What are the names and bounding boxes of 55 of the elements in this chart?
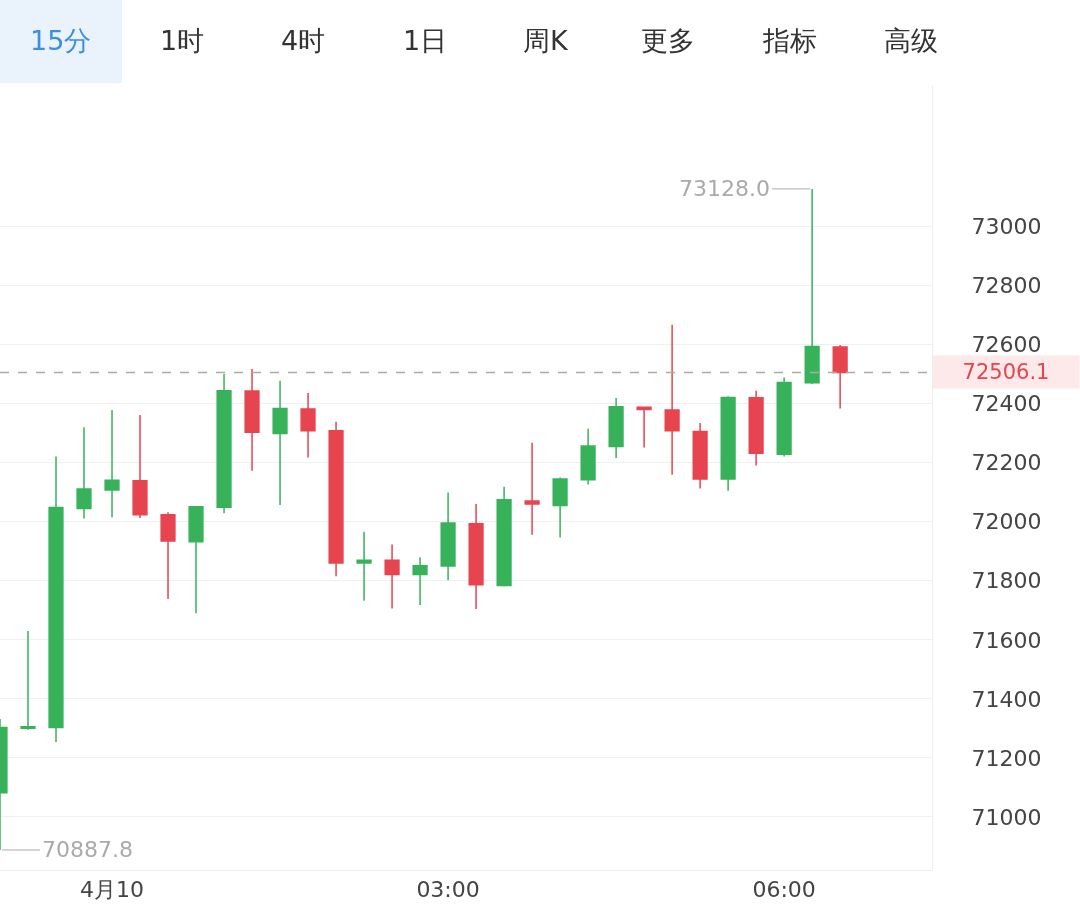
y-tick-label: 72800 [971, 273, 1042, 299]
y-tick-label: 71400 [971, 686, 1042, 712]
candlestick [468, 503, 484, 610]
candlestick [328, 420, 344, 578]
text: 15分 [30, 25, 92, 56]
candlestick [748, 389, 764, 467]
x-tick-label: 06:00 [752, 877, 816, 903]
candlestick [160, 511, 176, 600]
candlestick [804, 188, 820, 385]
text: 周K [523, 25, 569, 56]
candlestick [216, 373, 232, 514]
text: 高级 [884, 25, 938, 56]
candlestick [636, 406, 652, 449]
candlestick [188, 505, 204, 614]
x-tick-label: 03:00 [416, 877, 480, 903]
y-tick-label: 72000 [971, 509, 1042, 535]
y-tick-label: 72200 [971, 450, 1042, 476]
candlestick [524, 441, 540, 536]
candlestick [356, 531, 372, 602]
text: 4时 [281, 25, 326, 56]
candlestick [76, 426, 92, 520]
annotation: 70887.8 [42, 837, 133, 862]
candlestick [300, 392, 316, 459]
candlestick [552, 476, 568, 539]
text: 1日 [403, 25, 448, 56]
candlestick [412, 556, 428, 606]
y-tick-label: 72600 [971, 332, 1042, 358]
candlestick [440, 491, 456, 581]
y-tick-label: 71600 [971, 627, 1042, 653]
candlestick [244, 368, 260, 472]
text: 更多 [641, 25, 695, 56]
candlestick [664, 323, 680, 476]
candlestick [20, 630, 36, 731]
candlestick [832, 344, 848, 410]
candlestick [272, 379, 288, 506]
candlestick [776, 376, 792, 458]
candlestick [608, 397, 624, 459]
x-tick-label: 4月10 [80, 877, 145, 903]
y-tick-label: 71200 [971, 745, 1042, 771]
ref-line-label: 72506.1 [962, 360, 1050, 384]
annotation: 73128.0 [679, 176, 770, 201]
candlestick [720, 395, 736, 492]
candlestick [104, 409, 120, 519]
candlestick [580, 428, 596, 486]
text: 1时 [160, 25, 205, 56]
y-tick-label: 72400 [971, 391, 1042, 417]
candlestick [48, 455, 64, 743]
y-tick-label: 71000 [971, 804, 1042, 830]
candlestick [496, 485, 512, 588]
y-tick-label: 73000 [971, 214, 1042, 240]
y-tick-label: 71800 [971, 568, 1042, 594]
candlestick [132, 414, 148, 519]
candlestick [384, 543, 400, 610]
candlestick [692, 422, 708, 490]
text: 指标 [762, 25, 817, 56]
